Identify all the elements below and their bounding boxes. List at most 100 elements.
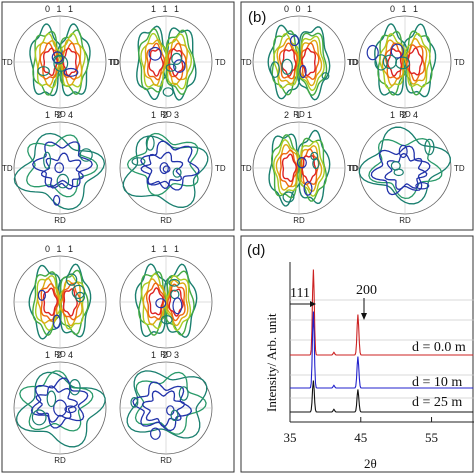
xrd-trace-1 <box>290 311 474 389</box>
pole-hkl-label: 0 1 1 <box>45 244 75 254</box>
contour-blob <box>65 273 78 286</box>
pole-hkl-label: 0 1 1 <box>390 4 420 14</box>
contour-blob <box>310 151 319 161</box>
peak-label-200: 200 <box>356 283 377 298</box>
xrd-trace-2 <box>290 380 474 413</box>
panel-a-frame <box>1 1 235 231</box>
contour-line <box>406 44 426 82</box>
contour-line <box>404 37 428 85</box>
contour-blob <box>374 54 388 71</box>
panel-d-letter: (d) <box>247 242 265 259</box>
contour-blob <box>172 297 183 315</box>
pole-td-label-right: TD <box>215 58 226 67</box>
contour-line <box>297 32 328 97</box>
contour-line <box>62 288 78 317</box>
contour-line <box>140 32 167 88</box>
contour-line <box>296 137 328 202</box>
pole-td-label-left: TD <box>2 58 13 67</box>
contour-blob <box>160 315 173 325</box>
pole-rd-label: RD <box>54 456 66 465</box>
contour-line <box>279 149 298 188</box>
pole-figure-a-1: 1 1 1 RD TD TD <box>108 4 226 119</box>
xrd-xtick-label: 35 <box>284 430 297 445</box>
contour-blob <box>173 59 186 73</box>
contour-blob <box>281 58 293 75</box>
trace-label-2: d = 25 m <box>412 395 462 410</box>
pole-rd-label: RD <box>293 110 305 119</box>
contour-line <box>168 288 184 317</box>
pole-rd-label: RD <box>160 216 172 225</box>
contour-blob <box>165 63 177 72</box>
pole-rd-label: RD <box>160 110 172 119</box>
contour-line <box>29 23 64 97</box>
contour-line <box>31 141 93 188</box>
pole-hkl-label: 1 2 4 <box>45 110 75 120</box>
peak-label-111: 111 <box>290 286 310 301</box>
pole-rd-label: RD <box>54 216 66 225</box>
peak-arrow-200-head <box>361 313 367 320</box>
contour-blob <box>172 167 182 178</box>
pole-hkl-label: 1 1 1 <box>151 4 181 14</box>
pole-rd-label: RD <box>399 216 411 225</box>
pole-td-label-right: TD <box>454 164 465 173</box>
contour-line <box>148 287 164 316</box>
pole-hkl-label: 1 2 4 <box>45 350 75 360</box>
contour-line <box>13 132 106 210</box>
pole-rd-label: RD <box>160 456 172 465</box>
contour-line <box>165 279 189 327</box>
contour-blob <box>170 409 179 421</box>
contour-line <box>166 283 186 322</box>
contour-line <box>358 126 451 205</box>
pole-td-label-left: TD <box>347 58 358 67</box>
pole-td-label-left: TD <box>241 164 252 173</box>
contour-blob <box>56 173 70 189</box>
xrd-plot: 35 45 55 Intensity/ Arb. unit 2θ 111 200 d… <box>264 262 474 471</box>
contour-blob <box>159 162 169 175</box>
contour-blob <box>168 278 180 287</box>
xrd-xtick-label: 45 <box>354 430 367 445</box>
pole-rd-label: RD <box>293 216 305 225</box>
pole-td-label-left: TD <box>347 164 358 173</box>
xrd-xlabel: 2θ <box>364 456 377 471</box>
contour-line <box>28 264 62 340</box>
contour-blob <box>178 386 189 401</box>
pole-td-label-left: TD <box>241 58 252 67</box>
contour-line <box>281 153 297 183</box>
pole-td-label-left: TD <box>2 164 13 173</box>
contour-blob <box>149 427 161 440</box>
xrd-traces <box>290 269 474 413</box>
contour-blob <box>131 157 146 166</box>
pole-hkl-label: 1 2 4 <box>390 110 420 120</box>
pole-figure-b-0: 0 0 1 RD TD TD <box>241 4 359 119</box>
contour-blob <box>299 64 307 79</box>
contour-line <box>378 33 406 90</box>
contour-line <box>138 28 169 93</box>
pole-hkl-label: 2 1 1 <box>284 110 314 120</box>
panel-d-frame <box>240 235 474 473</box>
pole-td-label-right: TD <box>109 58 120 67</box>
trace-label-0: d = 0.0 m <box>412 340 466 355</box>
contour-line <box>35 385 78 423</box>
pole-rd-label: RD <box>399 110 411 119</box>
contour-blob <box>296 156 307 169</box>
contour-line <box>402 23 437 98</box>
contour-blob <box>155 298 167 309</box>
contour-line <box>278 42 298 80</box>
pole-hkl-label: 1 1 1 <box>151 244 181 254</box>
pole-figure-a-2: 1 2 4 RD TD <box>2 110 107 225</box>
contour-line <box>58 273 85 330</box>
contour-blob <box>171 52 183 66</box>
contour-line <box>301 47 316 77</box>
contour-blob <box>148 46 162 61</box>
trace-label-1: d = 10 m <box>412 375 462 390</box>
pole-td-label-right: TD <box>215 164 226 173</box>
peak-arrow-111-head <box>310 301 316 307</box>
contour-line <box>143 39 167 87</box>
contour-blob <box>52 194 61 206</box>
contour-line <box>142 278 165 326</box>
contour-line <box>268 133 303 207</box>
